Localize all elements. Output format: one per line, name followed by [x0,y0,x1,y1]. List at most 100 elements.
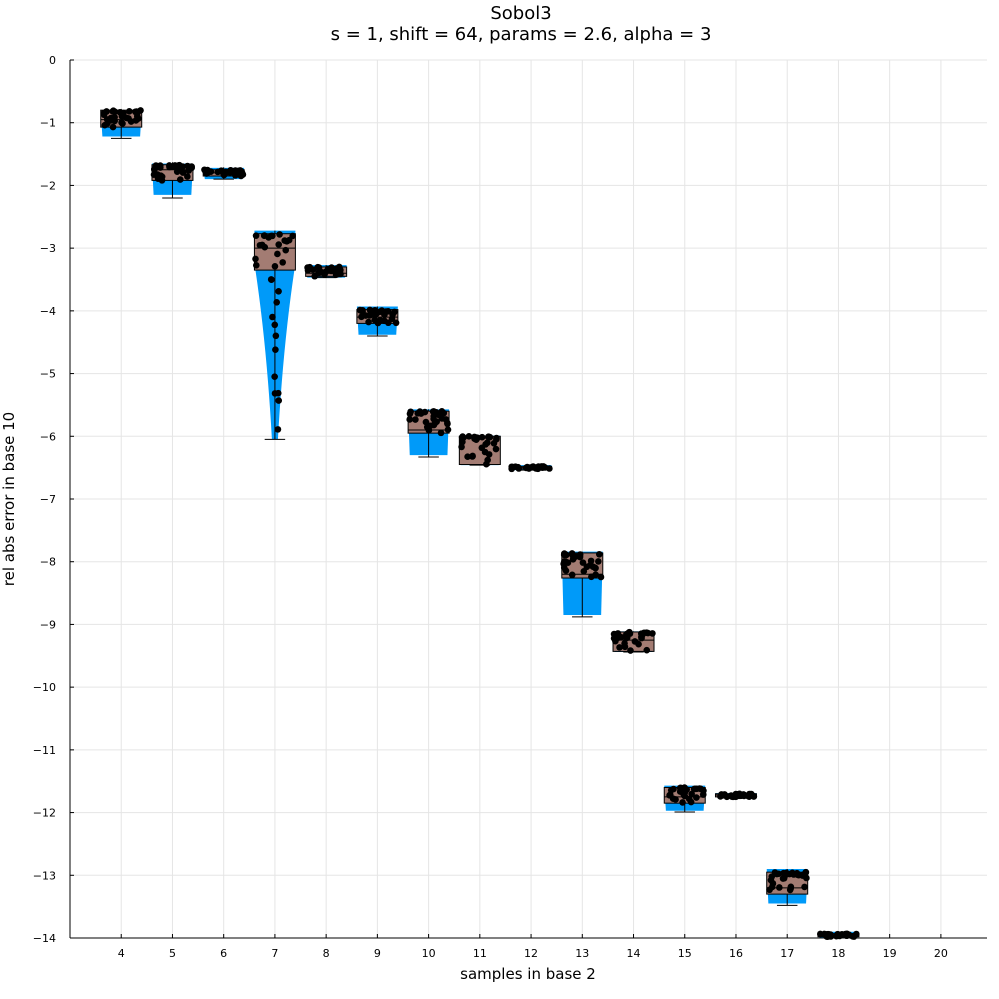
data-point [333,270,341,278]
data-point [267,232,275,240]
data-point [252,255,259,263]
x-tick-label: 6 [220,947,227,960]
data-point [271,262,279,270]
data-point [693,794,700,801]
data-point [125,115,132,122]
data-point [273,299,281,306]
data-point [776,884,783,891]
data-point [688,790,695,798]
data-point [850,933,858,940]
data-point [362,312,369,319]
data-point [627,647,634,654]
data-point [201,166,208,174]
data-point [616,644,623,651]
data-point [328,267,335,275]
y-tick-label: −3 [40,242,56,255]
data-point [492,445,500,453]
data-point [126,108,133,115]
data-point [802,869,809,876]
y-tick-label: 0 [49,54,56,67]
data-point [156,162,164,169]
data-point [111,113,118,121]
x-tick-label: 14 [627,947,641,960]
data-point [271,373,278,380]
data-point [232,167,239,174]
chart-subtitle: s = 1, shift = 64, params = 2.6, alpha =… [331,24,712,45]
data-point [260,232,268,239]
x-tick-label: 8 [323,947,330,960]
data-point [272,346,279,353]
data-point [406,410,414,418]
x-tick-label: 9 [374,947,381,960]
data-point [151,166,158,173]
data-point [371,316,379,324]
data-point [612,637,619,645]
data-point [285,236,293,244]
data-point [595,558,602,565]
data-point [458,434,466,441]
data-point [438,415,446,422]
y-tick-label: −4 [40,305,56,318]
data-point [269,313,276,321]
data-point [718,791,725,798]
data-point [430,408,438,415]
ticks: 0 −1 −2 −3 −4 −5 −6 −7 −8 −9 −10 −11 −12 −13 −14 4 5 6 7 8 9… [33,54,948,960]
x-tick-label: 17 [780,947,794,960]
data-point [357,307,365,314]
x-tick-label: 4 [118,947,125,960]
x-tick-label: 7 [271,947,278,960]
data-point [109,123,117,131]
data-point [103,116,111,123]
data-point [484,456,491,464]
data-point [444,420,451,428]
data-point [787,883,795,891]
data-point [150,171,158,179]
data-point [276,231,283,238]
data-point [378,307,386,314]
data-point [592,571,599,578]
data-point [780,874,788,882]
y-tick-label: −10 [33,681,56,694]
data-point [221,168,229,176]
data-point [465,433,473,440]
data-point [783,869,790,877]
data-point [274,250,281,258]
data-point [226,169,234,176]
data-point [478,433,486,441]
y-tick-label: −7 [40,493,56,506]
data-point [568,571,576,579]
data-point [579,559,587,566]
data-point [614,630,622,637]
data-point [175,162,182,169]
data-point [282,246,290,254]
x-tick-label: 11 [473,947,487,960]
data-point [304,264,311,271]
x-tick-label: 12 [524,947,538,960]
data-point [422,418,430,426]
data-point [109,108,117,115]
marks [100,107,860,940]
data-point [232,172,239,179]
grid [70,59,987,939]
data-point [561,558,568,565]
data-point [649,630,656,637]
data-point [729,793,737,801]
data-point [834,930,841,938]
data-point [267,276,275,283]
data-point [562,567,570,575]
data-point [572,553,579,560]
y-tick-label: −5 [40,368,56,381]
data-point [392,319,400,327]
data-point [531,464,538,471]
data-point [157,172,165,180]
y-tick-label: −12 [33,807,56,820]
data-point [580,567,588,575]
x-tick-label: 20 [934,947,948,960]
data-point [481,448,489,456]
x-tick-label: 13 [575,947,589,960]
chart-title: Sobol3 [490,3,551,24]
y-tick-label: −11 [33,744,56,757]
data-point [421,408,429,416]
data-point [827,932,834,939]
